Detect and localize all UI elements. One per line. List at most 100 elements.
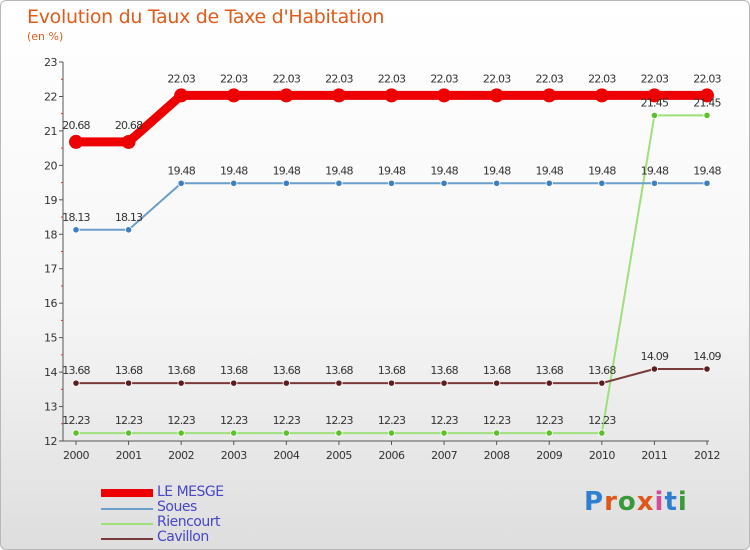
- data-point: [335, 379, 343, 387]
- data-point: [124, 226, 133, 234]
- legend-swatch-le-mesge: [101, 489, 153, 497]
- data-point: [177, 429, 185, 437]
- data-point: [279, 88, 294, 103]
- legend-label-cavillon: Cavillon: [157, 529, 209, 545]
- data-point: [493, 179, 501, 187]
- legend-label-soues: Soues: [157, 499, 197, 515]
- data-point: [124, 379, 133, 387]
- data-label: 22.03: [693, 72, 721, 85]
- x-tick-label: 2010: [589, 449, 615, 462]
- data-label: 13.68: [536, 364, 564, 377]
- data-label: 12.23: [167, 414, 195, 427]
- data-label: 22.03: [588, 72, 616, 85]
- data-label: 22.03: [325, 72, 353, 85]
- data-label: 13.68: [430, 364, 458, 377]
- data-point: [282, 179, 290, 187]
- data-label: 12.23: [115, 414, 143, 427]
- x-tick-label: 2002: [168, 449, 194, 462]
- data-point: [72, 226, 80, 234]
- data-point: [542, 88, 557, 103]
- x-tick-label: 2008: [484, 449, 510, 462]
- data-point: [72, 429, 80, 437]
- data-point: [650, 365, 659, 373]
- data-point: [230, 379, 238, 387]
- data-point: [489, 88, 504, 103]
- x-tick-label: 2011: [641, 449, 667, 462]
- y-tick-label: 17: [44, 263, 57, 276]
- data-label: 12.23: [273, 414, 301, 427]
- data-label: 22.03: [483, 72, 511, 85]
- data-point: [384, 88, 399, 103]
- x-tick-label: 2003: [221, 449, 247, 462]
- data-point: [703, 111, 711, 120]
- data-label: 21.45: [641, 96, 669, 109]
- y-tick-label: 21: [44, 125, 57, 138]
- data-label: 12.23: [430, 414, 458, 427]
- data-label: 22.03: [536, 72, 564, 85]
- data-point: [72, 379, 80, 387]
- data-label: 12.23: [588, 414, 616, 427]
- data-label: 19.48: [483, 164, 511, 177]
- data-label: 18.13: [115, 211, 143, 224]
- data-point: [331, 88, 346, 103]
- chart-unit-label: (en %): [27, 30, 64, 43]
- data-label: 13.68: [273, 364, 301, 377]
- data-label: 18.13: [62, 211, 90, 224]
- data-point: [282, 429, 290, 437]
- data-point: [545, 429, 553, 437]
- legend-swatch-cavillon: [101, 538, 153, 540]
- data-label: 13.68: [62, 364, 90, 377]
- y-tick-label: 15: [44, 332, 57, 345]
- data-label: 19.48: [220, 164, 248, 177]
- data-label: 14.09: [641, 350, 669, 363]
- logo-letter: i: [677, 487, 688, 517]
- y-tick-label: 20: [44, 159, 57, 172]
- x-tick-label: 2009: [536, 449, 562, 462]
- data-point: [69, 134, 83, 149]
- data-label: 22.03: [430, 72, 458, 85]
- data-point: [387, 379, 396, 387]
- data-point: [335, 429, 343, 437]
- logo-letter: i: [654, 487, 665, 517]
- data-point: [174, 88, 189, 103]
- y-tick-label: 23: [44, 56, 57, 69]
- data-point: [282, 379, 290, 387]
- data-point: [440, 179, 448, 187]
- data-label: 22.03: [273, 72, 301, 85]
- y-tick-label: 14: [44, 366, 57, 379]
- data-point: [703, 365, 711, 373]
- x-tick-label: 2005: [326, 449, 352, 462]
- legend-swatch-riencourt: [101, 523, 153, 525]
- y-tick-label: 18: [44, 228, 57, 241]
- data-label: 12.23: [483, 414, 511, 427]
- y-tick-label: 22: [44, 90, 57, 103]
- data-label: 22.03: [167, 72, 195, 85]
- data-label: 12.23: [62, 414, 90, 427]
- logo-letter: t: [664, 487, 678, 517]
- data-point: [598, 379, 606, 387]
- logo-letter: o: [617, 487, 637, 517]
- data-label: 13.68: [115, 364, 143, 377]
- data-label: 19.48: [378, 164, 406, 177]
- data-point: [226, 88, 241, 103]
- data-point: [650, 179, 659, 187]
- data-point: [177, 179, 185, 187]
- x-tick-label: 2000: [63, 449, 89, 462]
- data-point: [647, 88, 662, 103]
- data-point: [598, 429, 606, 437]
- y-tick-label: 16: [44, 297, 57, 310]
- data-label: 19.48: [430, 164, 458, 177]
- data-label: 12.23: [220, 414, 248, 427]
- data-label: 19.48: [325, 164, 353, 177]
- data-label: 20.68: [115, 119, 143, 132]
- data-label: 19.48: [588, 164, 616, 177]
- y-tick-label: 12: [44, 435, 57, 448]
- data-label: 22.03: [378, 72, 406, 85]
- legend-label-le-mesge: LE MESGE: [157, 484, 224, 500]
- data-point: [493, 379, 501, 387]
- data-point: [440, 379, 448, 387]
- data-point: [650, 111, 659, 120]
- x-tick-label: 2007: [431, 449, 457, 462]
